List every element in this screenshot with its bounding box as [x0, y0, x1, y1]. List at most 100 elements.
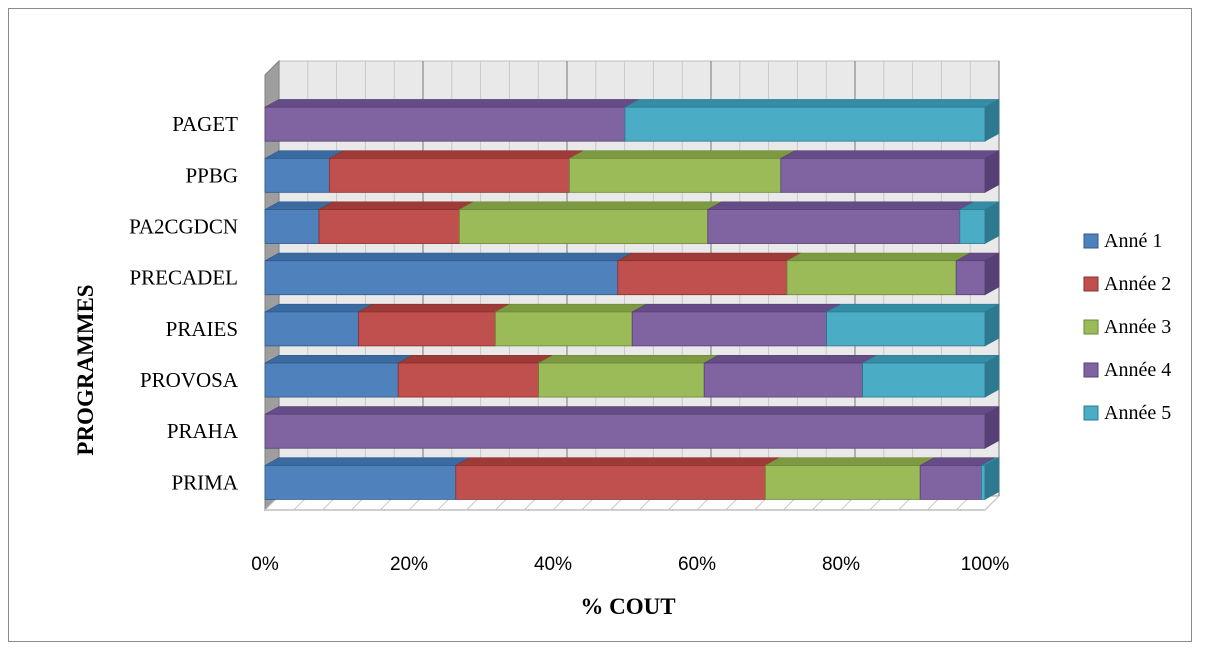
bar-top-face	[264, 406, 1000, 415]
legend-swatch	[1083, 233, 1099, 249]
bar-segment	[264, 150, 344, 193]
bar-top-face	[826, 303, 1000, 313]
bar-segment	[358, 303, 510, 347]
bar-front-face	[703, 362, 864, 398]
bar-side-face	[984, 98, 1000, 142]
bar-segment	[862, 355, 1000, 398]
bar-side-face	[984, 406, 1000, 449]
bar-front-face	[617, 260, 788, 296]
bar-front-face	[358, 311, 496, 347]
y-axis-title: PROGRAMMES	[73, 284, 98, 455]
bar-top-face	[624, 99, 1000, 108]
bar-segment	[707, 201, 974, 244]
x-axis-title: % COUT	[580, 594, 675, 619]
bar-top-face	[569, 150, 795, 159]
bar-segment	[617, 252, 802, 296]
bar-front-face	[624, 106, 986, 142]
bar-front-face	[826, 311, 986, 347]
bar-segment	[780, 150, 1000, 193]
bar-segment	[624, 99, 1000, 142]
x-tick-label: 40%	[534, 554, 572, 575]
bar-top-face	[459, 201, 722, 210]
x-tick-label: 0%	[251, 554, 279, 575]
bar-front-face	[538, 362, 705, 398]
bar-front-face	[862, 362, 986, 398]
category-label: PPBG	[185, 163, 238, 187]
floor-gridline	[984, 495, 1000, 511]
bar-side-face	[984, 201, 1000, 245]
bar-top-face	[318, 201, 474, 210]
bar-front-face	[780, 157, 986, 193]
bar-segment	[397, 355, 553, 398]
bar-segment	[455, 457, 780, 500]
category-labels: PRIMA PRAHA PROVOSA PRAIES PRECADEL PA2CGDCN P…	[129, 112, 239, 494]
bar-side-face	[984, 303, 1000, 347]
bar-side-face	[984, 150, 1000, 193]
bar-top-face	[455, 457, 780, 466]
bar-segment	[264, 457, 470, 500]
category-label: PA2CGDCN	[129, 215, 238, 239]
bar-front-face	[264, 260, 619, 296]
bar-segment	[703, 355, 877, 398]
bar-segment	[264, 355, 413, 398]
bar-segment	[786, 252, 971, 296]
legend-swatch	[1083, 405, 1099, 421]
bar-top-face	[786, 252, 971, 262]
x-tick-label: 80%	[822, 554, 860, 575]
bar-top-face	[358, 303, 510, 313]
bar-top-face	[707, 201, 974, 210]
bar-top-face	[264, 252, 632, 262]
x-tick-labels: 0% 20% 40% 60% 80% 100%	[251, 554, 1009, 575]
category-label: PRAIES	[166, 317, 238, 341]
bar-top-face	[264, 457, 470, 466]
legend-label: Année 5	[1104, 402, 1171, 424]
bar-segment	[538, 355, 719, 398]
bar-segment	[631, 303, 841, 347]
bar-segment	[264, 252, 632, 296]
bar-top-face	[398, 355, 553, 364]
bar-front-face	[264, 362, 399, 398]
category-label: PROVOSA	[140, 368, 239, 392]
category-label: PRIMA	[171, 470, 238, 494]
bar-segment	[569, 150, 795, 193]
bar-front-face	[318, 209, 460, 244]
bar-side-face	[984, 354, 1000, 398]
bar-side-face	[984, 457, 1000, 500]
legend-label: Année 4	[1104, 359, 1171, 381]
bars	[264, 98, 1000, 500]
bar-front-face	[765, 465, 921, 500]
bar-segment	[765, 457, 935, 500]
bar-segment	[264, 406, 1000, 449]
x-tick-label: 60%	[678, 554, 716, 575]
bar-front-face	[264, 106, 626, 142]
bar-segment	[494, 303, 647, 347]
bar-front-face	[494, 311, 633, 347]
bar-front-face	[955, 260, 986, 296]
bar-segment	[264, 303, 373, 347]
bar-top-face	[329, 150, 584, 159]
bar-segment	[329, 150, 584, 193]
bar-top-face	[704, 355, 877, 364]
legend-label: Année 2	[1104, 273, 1171, 295]
legend-swatch	[1083, 319, 1099, 335]
bar-front-face	[631, 311, 828, 347]
category-label: PRAHA	[167, 419, 239, 443]
bar-top-face	[780, 150, 1000, 159]
bar-top-face	[495, 303, 647, 313]
bar-segment	[458, 201, 722, 244]
bar-front-face	[264, 413, 986, 449]
category-label: PAGET	[172, 112, 238, 136]
bar-top-face	[264, 303, 373, 313]
bar-front-face	[981, 465, 986, 500]
x-tick-label: 20%	[390, 554, 428, 575]
legend-swatch	[1083, 276, 1099, 292]
legend-label: Année 3	[1104, 316, 1171, 338]
bar-front-face	[458, 209, 709, 244]
bar-top-face	[264, 99, 640, 108]
legend-swatch	[1083, 362, 1099, 378]
bar-front-face	[919, 465, 982, 500]
bar-top-face	[538, 355, 719, 364]
bar-segment	[826, 303, 1000, 347]
bar-front-face	[397, 362, 540, 398]
